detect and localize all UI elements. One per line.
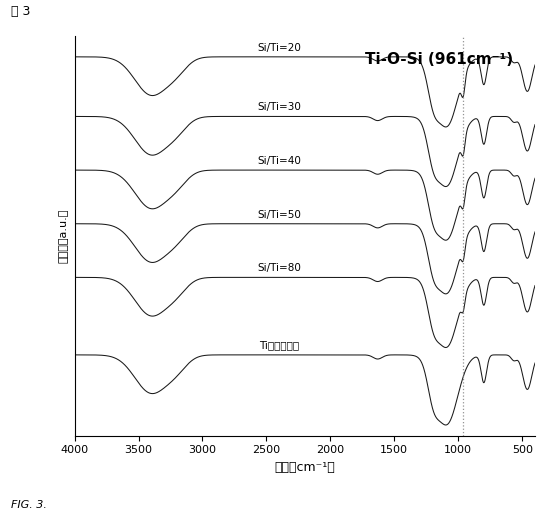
Text: Tiなしシリカ: Tiなしシリカ <box>259 341 299 350</box>
Text: Si/Ti=30: Si/Ti=30 <box>257 102 301 112</box>
Text: Si/Ti=80: Si/Ti=80 <box>257 263 301 273</box>
Text: Ti-O-Si (961cm⁻¹): Ti-O-Si (961cm⁻¹) <box>365 52 513 67</box>
X-axis label: 波数（cm⁻¹）: 波数（cm⁻¹） <box>274 461 335 474</box>
Text: Si/Ti=20: Si/Ti=20 <box>257 43 301 53</box>
Text: 図 3: 図 3 <box>11 5 30 18</box>
Text: Si/Ti=50: Si/Ti=50 <box>257 210 301 219</box>
Text: Si/Ti=40: Si/Ti=40 <box>257 156 301 166</box>
Y-axis label: 吸光度（a.u.）: 吸光度（a.u.） <box>59 209 69 263</box>
Text: FIG. 3.: FIG. 3. <box>11 500 47 510</box>
